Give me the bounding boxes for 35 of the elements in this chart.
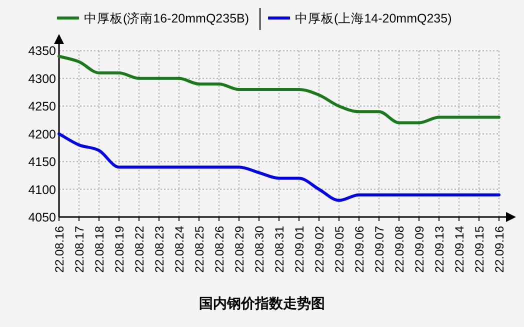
x-tick-label: 22.09.13 [432, 226, 446, 273]
x-tick-label: 22.09.05 [332, 226, 346, 273]
x-tick-label: 22.08.17 [72, 226, 86, 273]
y-tick-label: 4050 [28, 210, 56, 224]
x-tick-label: 22.09.09 [412, 226, 426, 273]
y-tick-label: 4350 [28, 44, 56, 58]
x-tick-label: 22.09.16 [492, 226, 506, 273]
text: 国内钢价指数走势图 [199, 295, 325, 311]
x-tick-label: 22.09.08 [392, 226, 406, 273]
x-tick-label: 22.08.30 [252, 226, 266, 273]
x-tick-label: 22.08.24 [172, 226, 186, 273]
y-tick-label: 4250 [28, 100, 56, 114]
y-tick-label: 4100 [28, 182, 56, 197]
y-tick-label: 4150 [28, 155, 56, 170]
legend-label: 中厚板(上海14-20mmQ235) [295, 12, 452, 26]
x-tick-label: 22.09.01 [292, 226, 306, 273]
x-tick-label: 22.09.02 [312, 226, 326, 273]
x-tick-label: 22.08.22 [132, 226, 146, 273]
x-tick-label: 22.08.25 [192, 226, 206, 273]
y-tick-label: 4300 [28, 72, 56, 86]
x-tick-label: 22.09.06 [352, 226, 366, 273]
x-tick-label: 22.08.18 [92, 226, 106, 273]
line-series [58, 54, 500, 124]
legend-label: 中厚板(济南16-20mmQ235B) [84, 12, 250, 26]
x-tick-label: 22.08.26 [212, 226, 226, 273]
x-tick-label: 22.08.16 [52, 226, 66, 273]
x-tick-label: 22.08.31 [272, 226, 286, 273]
x-tick-label: 22.09.07 [372, 226, 386, 273]
y-tick-label: 4200 [28, 127, 56, 142]
line-series [58, 132, 500, 202]
x-tick-label: 22.09.14 [452, 226, 466, 273]
x-tick-label: 22.09.15 [472, 226, 486, 273]
x-tick-label: 22.08.23 [152, 226, 166, 273]
x-tick-label: 22.08.29 [232, 226, 246, 273]
x-tick-label: 22.08.19 [112, 226, 126, 273]
